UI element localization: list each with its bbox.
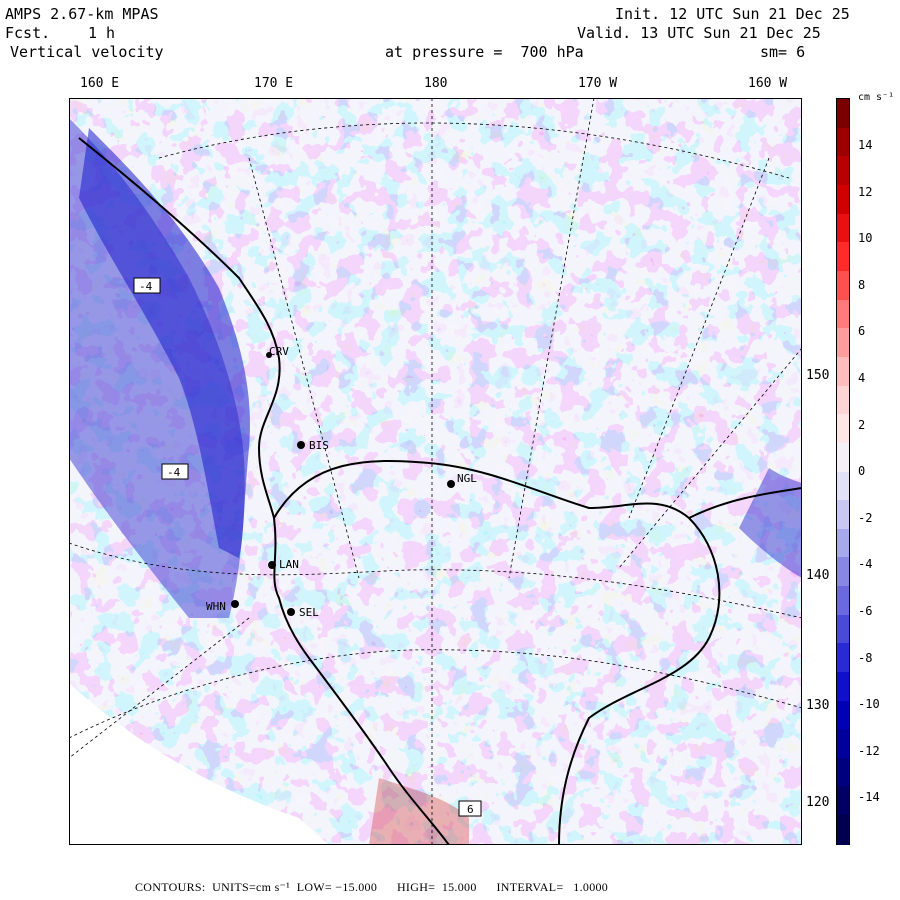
field-name: Vertical velocity — [10, 43, 164, 61]
colorbar-swatch — [837, 815, 849, 845]
colorbar-swatch — [837, 328, 849, 358]
colorbar-swatch — [837, 471, 849, 501]
colorbar-tick-label: -14 — [858, 790, 880, 805]
lat-circle-inner — [69, 542, 802, 619]
forecast-label: Fcst. — [5, 24, 51, 42]
colorbar-swatch — [837, 614, 849, 645]
contour-box-2 — [161, 463, 189, 480]
valid-time: Valid. 13 UTC Sun 21 Dec 25 — [577, 24, 821, 42]
forecast-hour: 1 h — [88, 24, 116, 42]
lon-label-160e: 160 E — [80, 76, 120, 91]
colorbar-swatch — [837, 586, 849, 616]
colorbar-swatch — [837, 557, 849, 587]
colorbar-swatch — [837, 242, 849, 272]
colorbar-tick-label: 10 — [858, 231, 873, 246]
station-dot-whn — [231, 600, 239, 608]
station-dot-ngl — [447, 480, 455, 488]
colorbar-tick-label: -8 — [858, 650, 873, 665]
colorbar-tick-label: -4 — [858, 557, 873, 572]
downdraft-zone-east — [739, 468, 802, 578]
updraft-zone-south — [369, 778, 469, 845]
pressure-level: at pressure = 700 hPa — [385, 43, 584, 61]
colorbar-swatch — [837, 500, 849, 530]
colorbar-tick-label: 14 — [858, 138, 873, 152]
lat-circle-north — [158, 122, 790, 179]
station-label-ngl: NGL — [457, 472, 477, 485]
colorbar-swatch — [837, 700, 849, 730]
contour-label-1: -4 — [139, 280, 153, 293]
station-dot-crv — [266, 352, 272, 358]
colorbar-tick-label: 4 — [858, 371, 866, 385]
ice-shelf-front — [273, 460, 721, 845]
colorbar-tick-label: 2 — [858, 417, 866, 432]
map-frame — [69, 98, 802, 845]
colorbar-swatch — [837, 385, 849, 415]
meridian-170e — [248, 157, 360, 579]
colorbar-swatch — [837, 528, 849, 559]
colorbar-tick-label: -6 — [858, 604, 873, 618]
colorbar-tick-label: -2 — [858, 510, 873, 525]
colorbar-swatch — [837, 786, 849, 816]
vertical-velocity-map: CRV BIS NGL LAN WHN SEL -4 -4 6 — [69, 98, 802, 845]
colorbar-swatch — [837, 643, 849, 673]
smoothing-value: sm= 6 — [760, 43, 806, 61]
station-dot-lan — [268, 561, 276, 569]
colorbar-tick-label: 8 — [858, 277, 866, 292]
colorbar-swatch — [837, 270, 849, 301]
colorbar-swatch — [837, 299, 849, 329]
contour-box-3 — [458, 800, 482, 817]
footer-low: LOW= −15.000 — [296, 880, 378, 894]
colorbar-swatch — [837, 729, 849, 759]
lat-circle-outer — [69, 649, 802, 739]
station-markers — [231, 352, 455, 616]
colorbar-swatch — [837, 758, 849, 788]
station-label-whn: WHN — [206, 600, 226, 613]
contour-label-2: -4 — [167, 466, 181, 479]
coastline-west — [78, 137, 450, 845]
meridian-160w — [628, 157, 770, 519]
footer-contours-label: CONTOURS: — [135, 880, 206, 894]
colorbar-unit: cm s⁻¹ — [858, 92, 895, 103]
colorbar-swatch — [837, 414, 849, 444]
lon-label-170e: 170 E — [254, 76, 294, 91]
footer-units: UNITS=cm s⁻¹ — [212, 880, 291, 894]
no-data-corner — [69, 683, 329, 845]
colorbar-swatch — [837, 184, 849, 215]
lon-label-180: 180 — [424, 76, 448, 91]
contour-info-footer: CONTOURS: UNITS=cm s⁻¹ LOW= −15.000 HIGH… — [135, 880, 608, 895]
model-title: AMPS 2.67-km MPAS — [5, 5, 159, 23]
station-label-crv: CRV — [269, 345, 289, 358]
station-dot-bis — [297, 441, 305, 449]
colorbar-tick-label: -12 — [858, 743, 880, 758]
init-time: Init. 12 UTC Sun 21 Dec 25 — [615, 5, 850, 23]
colorbar-tick-label: 6 — [858, 324, 866, 339]
colorbar-swatch — [837, 99, 849, 129]
colorbar-swatch — [837, 672, 849, 702]
footer-high: HIGH= 15.000 — [396, 880, 477, 894]
colorbar-swatch — [837, 127, 849, 157]
station-label-sel: SEL — [299, 606, 319, 619]
colorbar-swatch — [837, 156, 849, 186]
colorbar-tick-label: -10 — [858, 697, 880, 712]
station-label-bis: BIS — [309, 439, 329, 452]
footer-interval: INTERVAL= 1.0000 — [496, 880, 609, 894]
lon-label-160w: 160 W — [748, 76, 788, 91]
graticule — [69, 98, 802, 845]
station-label-lan: LAN — [279, 558, 299, 571]
station-dot-sel — [287, 608, 295, 616]
contour-box-1 — [133, 277, 161, 294]
colorbar-tick-label: 12 — [858, 184, 873, 199]
colorbar-swatch — [837, 356, 849, 387]
contour-label-3: 6 — [467, 803, 474, 816]
colorbar-tick-label: 0 — [858, 464, 866, 479]
lon-label-170w: 170 W — [578, 76, 618, 91]
meridian-sw — [69, 617, 250, 759]
coastline-east — [688, 487, 802, 519]
downdraft-zone-coast — [79, 128, 250, 558]
colorbar-swatch — [837, 442, 849, 473]
colorbar-swatch — [837, 213, 849, 243]
colorbar — [836, 98, 850, 845]
